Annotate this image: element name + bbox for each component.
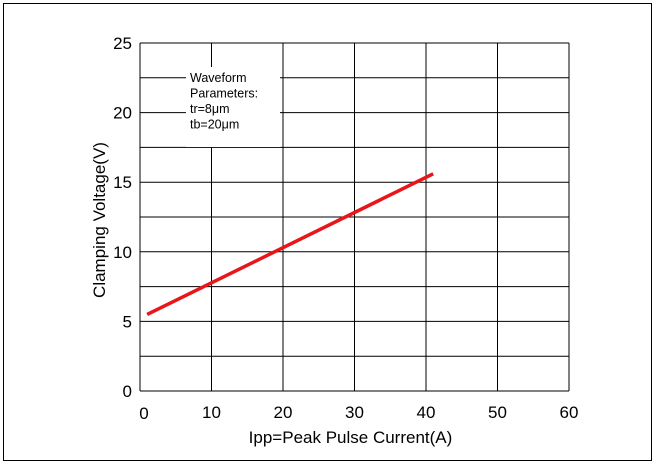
series-layer [146, 172, 434, 317]
annotation-line: Parameters: [190, 87, 258, 101]
x-tick-label: 10 [202, 403, 221, 422]
y-axis-label: Clamping Voltage(V) [90, 142, 109, 298]
x-tick-label: 50 [488, 403, 507, 422]
x-tick-label: 30 [345, 403, 364, 422]
annotation-line: Waveform [190, 71, 247, 85]
x-axis-label: Ipp=Peak Pulse Current(A) [249, 428, 453, 447]
x-tick-label: 40 [417, 403, 436, 422]
annotation-line: tb=20μm [190, 118, 239, 132]
annotation-line: tr=8μm [190, 102, 230, 116]
y-tick-label: 25 [113, 34, 132, 53]
y-tick-label: 5 [123, 312, 132, 331]
y-tick-label: 10 [113, 243, 132, 262]
series-line [146, 172, 434, 317]
x-tick-label: 60 [560, 403, 579, 422]
y-tick-labels: 0 5 10 15 20 25 [113, 34, 132, 401]
x-tick-labels: 0 10 20 30 40 50 60 [139, 403, 578, 423]
y-tick-label: 20 [113, 104, 132, 123]
x-tick-label: 0 [139, 404, 148, 423]
y-tick-label: 15 [113, 173, 132, 192]
annotation: Waveform Parameters:tr=8μm tb=20μm [186, 67, 280, 147]
chart-frame [3, 3, 652, 461]
y-tick-label: 0 [123, 382, 132, 401]
x-tick-label: 20 [274, 403, 293, 422]
annotation-background [186, 67, 280, 147]
